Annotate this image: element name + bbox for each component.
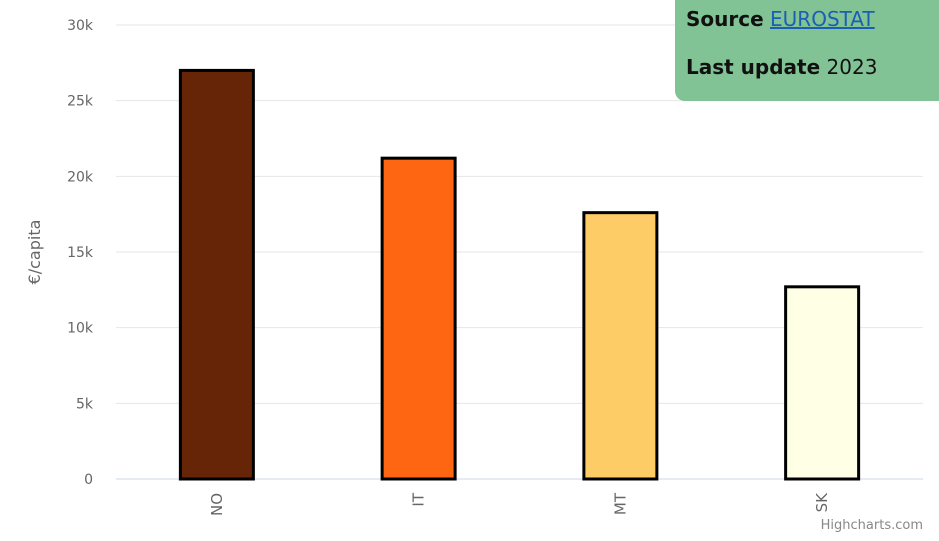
bars xyxy=(178,68,861,481)
y-tick-label: 30k xyxy=(67,18,94,34)
y-tick-label: 20k xyxy=(67,169,94,185)
highcharts-credits[interactable]: Highcharts.com xyxy=(820,518,923,533)
bar-sk[interactable] xyxy=(784,285,861,481)
x-tick-label: NO xyxy=(208,493,226,516)
y-tick-label: 15k xyxy=(67,245,94,261)
x-tick-label: MT xyxy=(611,492,629,515)
x-axis-ticks: NO IT MT SK xyxy=(208,492,831,516)
source-label: Source xyxy=(686,7,764,31)
bar-mt[interactable] xyxy=(582,211,659,481)
x-tick-label: IT xyxy=(410,492,428,506)
info-box: Source EUROSTAT Last update 2023 xyxy=(675,0,939,101)
y-axis-ticks: 0 5k 10k 15k 20k 25k 30k xyxy=(67,18,94,488)
bar-it[interactable] xyxy=(380,156,457,481)
update-line: Last update 2023 xyxy=(686,52,939,100)
source-line: Source EUROSTAT xyxy=(686,4,939,52)
update-label: Last update xyxy=(686,55,821,79)
source-link[interactable]: EUROSTAT xyxy=(770,7,875,31)
update-value: 2023 xyxy=(826,55,878,79)
y-tick-label: 25k xyxy=(67,94,94,110)
y-tick-label: 5k xyxy=(76,396,94,412)
bar-no[interactable] xyxy=(178,68,255,481)
y-axis-label: €/capita xyxy=(25,220,44,285)
y-tick-label: 10k xyxy=(67,321,94,337)
y-tick-label: 0 xyxy=(84,472,93,488)
x-tick-label: SK xyxy=(813,492,831,513)
